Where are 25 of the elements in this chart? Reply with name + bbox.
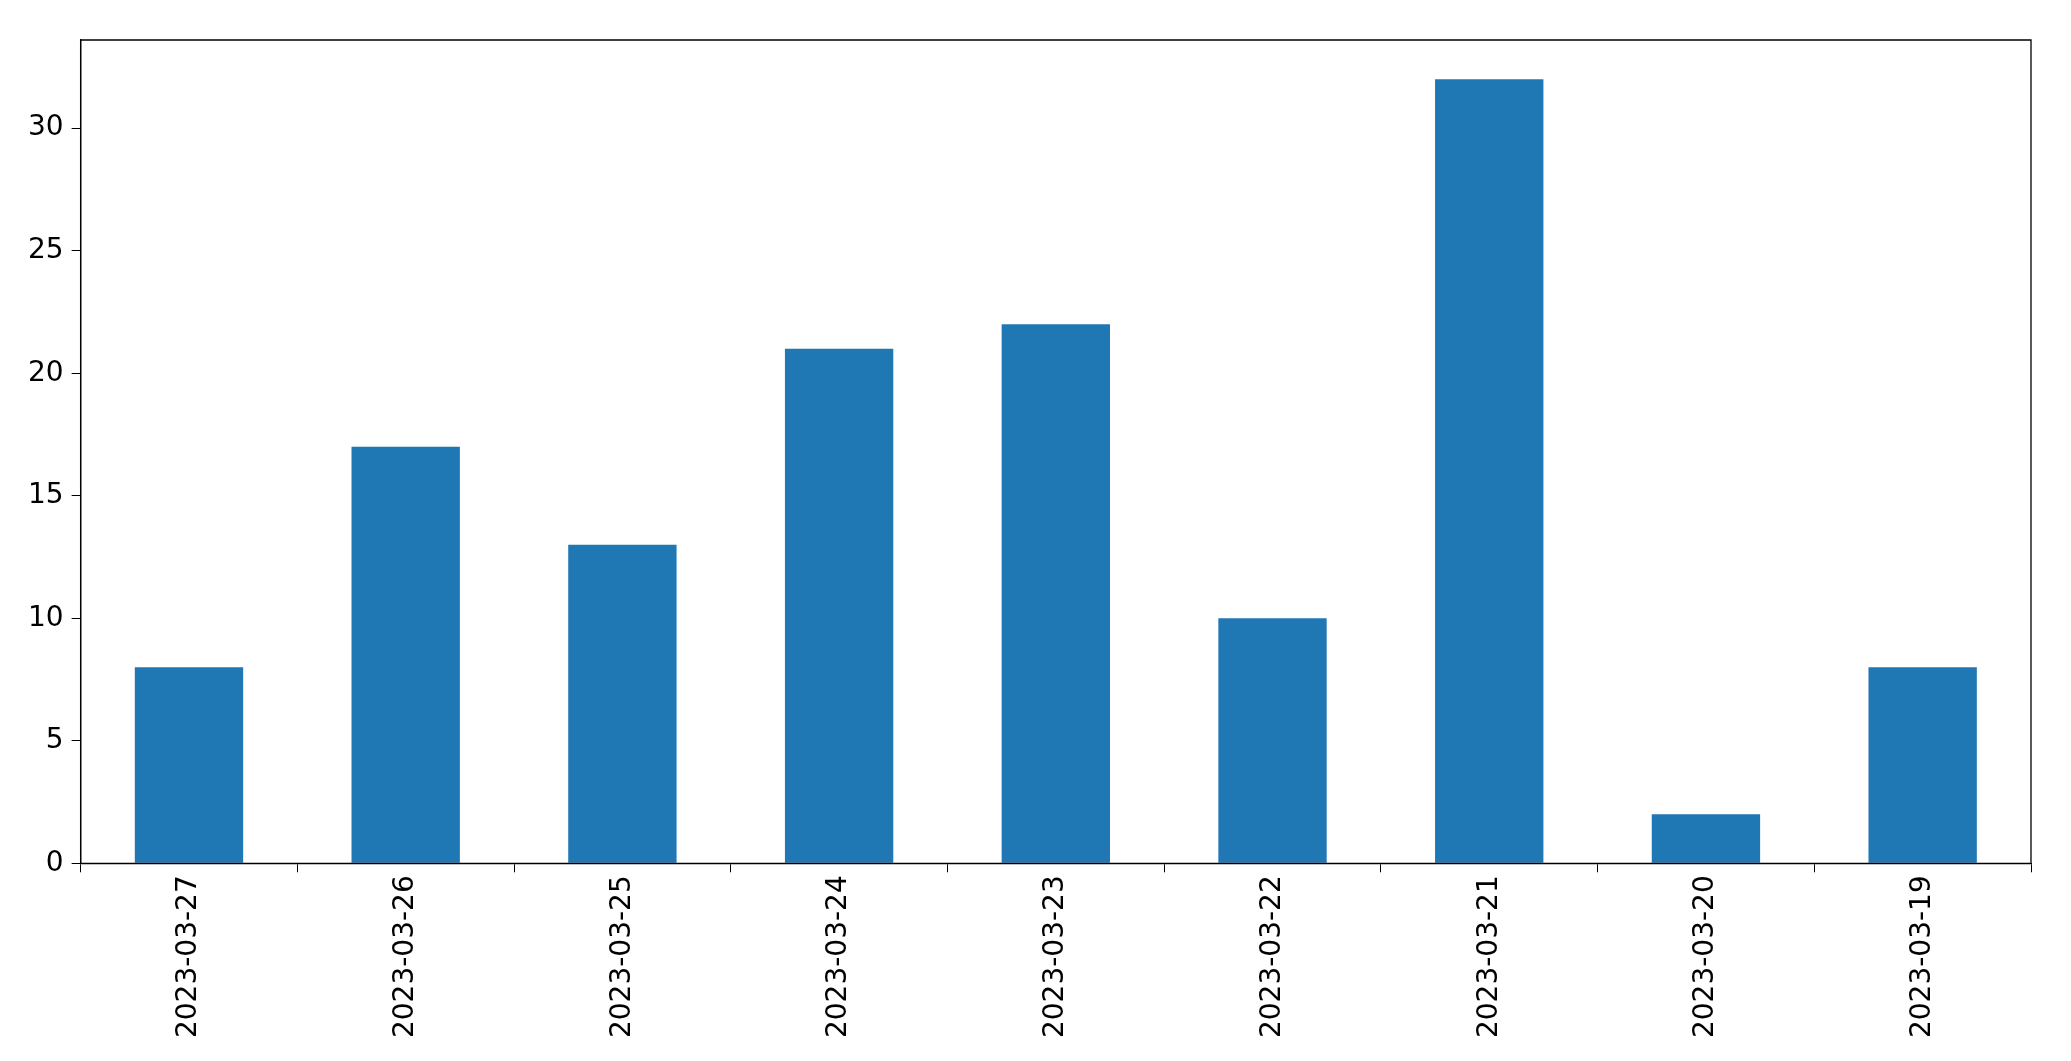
x-tick-label: 2023-03-23 xyxy=(1037,875,1071,1039)
x-tick-label: 2023-03-22 xyxy=(1253,875,1287,1039)
x-tick-label: 2023-03-21 xyxy=(1470,875,1504,1039)
x-tick-label: 2023-03-19 xyxy=(1903,875,1937,1039)
bar xyxy=(134,667,244,863)
x-tick-label: 2023-03-24 xyxy=(820,875,854,1039)
bar xyxy=(784,348,894,863)
bar xyxy=(1001,324,1110,863)
x-tick-label: 2023-03-26 xyxy=(386,875,420,1039)
y-tick-label: 0 xyxy=(45,844,64,878)
x-tick-label: 2023-03-20 xyxy=(1687,875,1721,1039)
y-tick-label: 15 xyxy=(27,477,64,511)
x-tick-label: 2023-03-27 xyxy=(170,875,204,1039)
bar xyxy=(351,446,460,863)
bar xyxy=(568,544,677,863)
y-tick-label: 25 xyxy=(27,232,64,265)
y-tick-label: 5 xyxy=(45,722,64,756)
y-tick-label: 20 xyxy=(27,354,64,388)
y-tick-label: 10 xyxy=(27,599,64,633)
x-tick-label: 2023-03-25 xyxy=(603,875,637,1039)
bar xyxy=(1651,814,1761,863)
bar xyxy=(1218,618,1327,863)
bar xyxy=(1868,667,1977,863)
bar xyxy=(1435,79,1544,863)
y-tick-label: 30 xyxy=(27,109,64,143)
